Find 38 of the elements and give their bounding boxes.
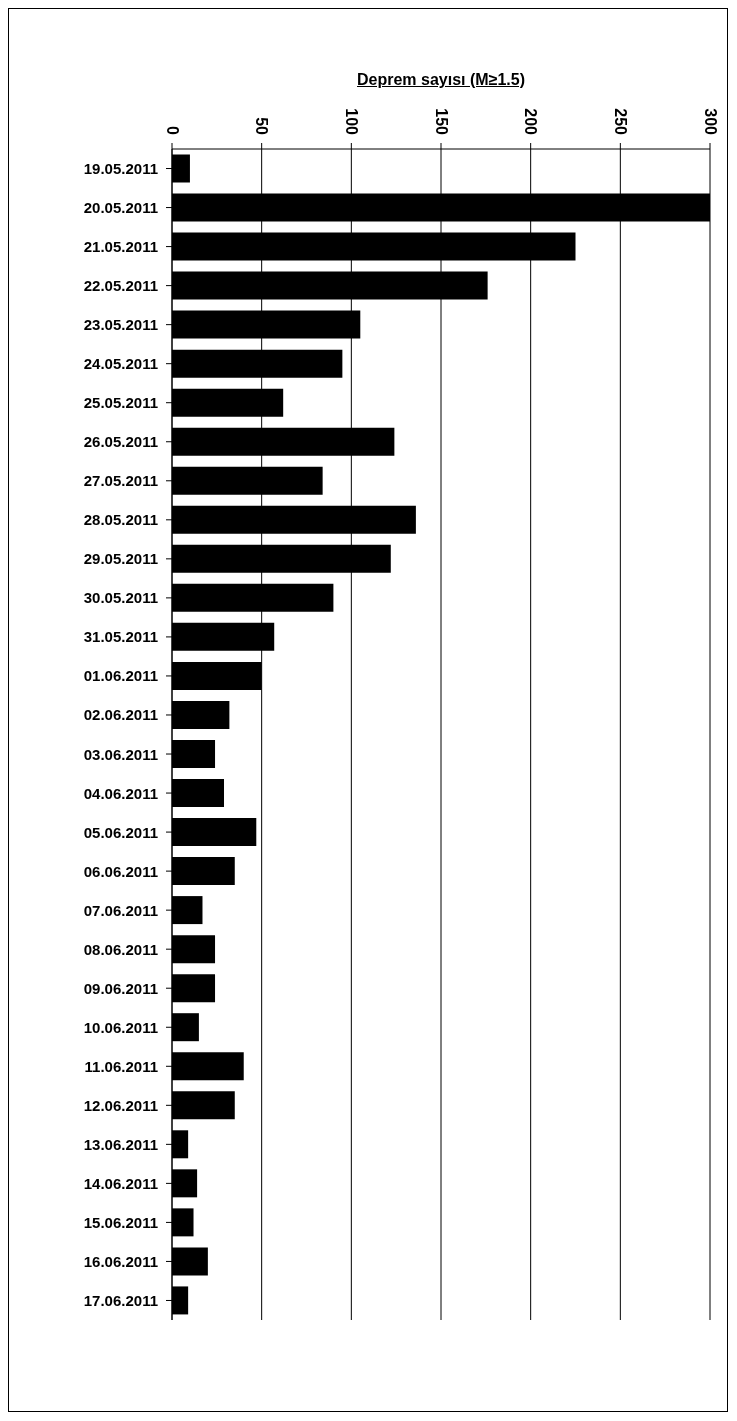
y-tick-label: 28.05.2011	[83, 511, 158, 529]
y-tick-label: 03.06.2011	[83, 745, 158, 763]
y-tick-label: 20.05.2011	[83, 199, 158, 217]
x-tick-label: 200	[522, 108, 540, 136]
y-tick-label: 06.06.2011	[83, 862, 158, 880]
y-tick-label: 21.05.2011	[83, 238, 158, 256]
y-tick-label: 30.05.2011	[83, 589, 158, 607]
y-tick-label: 15.06.2011	[83, 1213, 158, 1231]
x-tick-label: 0	[163, 126, 181, 136]
y-tick-label: 13.06.2011	[83, 1135, 158, 1153]
y-tick-label: 29.05.2011	[83, 550, 158, 568]
y-tick-label: 19.05.2011	[83, 160, 158, 178]
y-tick-label: 26.05.2011	[83, 433, 158, 451]
y-tick-label: 10.06.2011	[83, 1018, 158, 1036]
y-tick-label: 12.06.2011	[83, 1096, 158, 1114]
y-tick-label: 14.06.2011	[83, 1174, 158, 1192]
y-tick-label: 23.05.2011	[83, 316, 158, 334]
y-tick-label: 08.06.2011	[83, 940, 158, 958]
y-tick-label: 22.05.2011	[83, 277, 158, 295]
x-tick-label: 50	[253, 117, 271, 136]
x-axis-title: Deprem sayısı (M≥1.5)	[356, 71, 526, 89]
x-tick-label: 100	[342, 108, 360, 136]
y-tick-label: 27.05.2011	[83, 472, 158, 490]
y-tick-label: 01.06.2011	[83, 667, 158, 685]
x-tick-label: 250	[611, 108, 629, 136]
y-tick-label: 05.06.2011	[83, 823, 158, 841]
x-tick-label: 150	[432, 108, 450, 136]
y-tick-label: 07.06.2011	[83, 901, 158, 919]
x-tick-label: 300	[701, 108, 719, 136]
y-tick-label: 16.06.2011	[83, 1252, 158, 1270]
y-tick-label: 11.06.2011	[84, 1057, 158, 1075]
y-tick-label: 25.05.2011	[83, 394, 158, 412]
y-tick-label: 31.05.2011	[83, 628, 158, 646]
y-tick-label: 17.06.2011	[83, 1291, 158, 1309]
y-tick-label: 02.06.2011	[83, 706, 158, 724]
y-tick-label: 04.06.2011	[83, 784, 158, 802]
y-tick-label: 24.05.2011	[83, 355, 158, 373]
y-tick-label: 09.06.2011	[83, 979, 158, 997]
